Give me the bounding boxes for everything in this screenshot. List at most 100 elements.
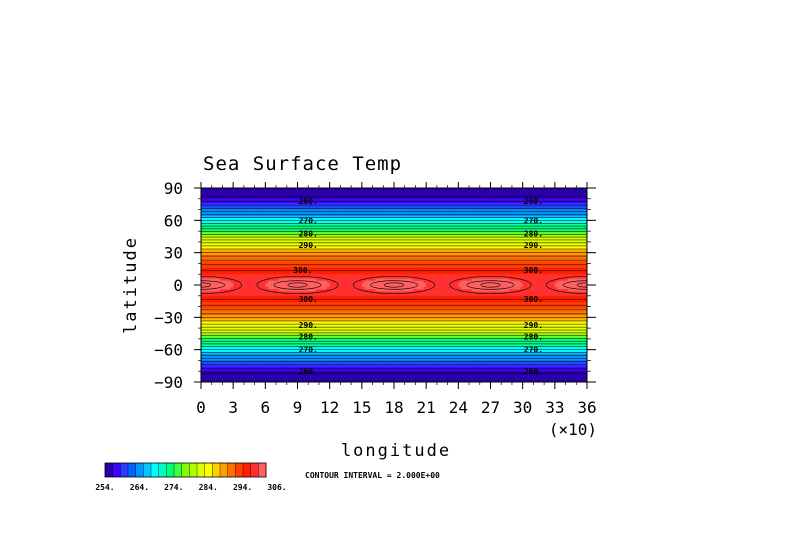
field-cell bbox=[246, 244, 250, 247]
field-cell bbox=[337, 226, 341, 230]
field-cell bbox=[450, 228, 454, 232]
field-cell bbox=[402, 213, 406, 217]
field-cell bbox=[498, 226, 502, 230]
field-cell bbox=[324, 190, 328, 193]
field-cell bbox=[222, 231, 226, 234]
field-cell bbox=[554, 244, 559, 247]
field-cell bbox=[230, 190, 234, 193]
field-cell bbox=[538, 241, 543, 245]
field-cell bbox=[262, 228, 266, 232]
field-cell bbox=[209, 239, 213, 243]
field-cell bbox=[359, 250, 363, 254]
field-cell bbox=[262, 209, 266, 213]
field-cell bbox=[284, 259, 288, 262]
field-cell bbox=[552, 213, 556, 217]
field-cell bbox=[546, 205, 551, 208]
field-cell bbox=[257, 241, 261, 245]
field-cell bbox=[396, 220, 400, 224]
field-cell bbox=[490, 235, 494, 239]
field-cell bbox=[444, 194, 449, 198]
field-cell bbox=[294, 211, 299, 215]
field-cell bbox=[209, 194, 213, 198]
field-cell bbox=[444, 248, 449, 252]
field-cell bbox=[241, 194, 245, 198]
field-cell bbox=[517, 209, 521, 213]
field-cell bbox=[511, 205, 516, 208]
field-cell bbox=[536, 246, 540, 249]
field-cell bbox=[345, 226, 350, 230]
field-cell bbox=[335, 218, 339, 221]
field-cell bbox=[300, 233, 304, 237]
field-cell bbox=[310, 205, 315, 208]
field-cell bbox=[284, 220, 288, 224]
field-cell bbox=[364, 241, 368, 245]
field-cell bbox=[442, 231, 446, 234]
field-cell bbox=[206, 259, 210, 262]
field-cell bbox=[249, 246, 253, 249]
field-cell bbox=[514, 198, 518, 202]
field-cell bbox=[308, 198, 312, 202]
field-cell bbox=[238, 233, 242, 237]
field-cell bbox=[227, 235, 232, 239]
field-cell bbox=[474, 211, 478, 215]
field-cell bbox=[329, 188, 333, 191]
field-cell bbox=[313, 226, 317, 230]
field-cell bbox=[396, 192, 400, 196]
field-cell bbox=[356, 211, 360, 215]
field-cell bbox=[431, 226, 435, 230]
field-cell bbox=[302, 259, 307, 262]
field-cell bbox=[375, 237, 379, 241]
field-cell bbox=[302, 233, 307, 237]
field-cell bbox=[367, 241, 371, 245]
field-cell bbox=[509, 218, 513, 221]
field-cell bbox=[375, 252, 379, 256]
field-cell bbox=[235, 190, 240, 193]
field-cell bbox=[447, 228, 451, 232]
field-cell bbox=[426, 252, 430, 256]
field-cell bbox=[461, 220, 465, 224]
field-cell bbox=[581, 216, 585, 219]
field-cell bbox=[514, 256, 518, 260]
field-cell bbox=[265, 244, 269, 247]
field-cell bbox=[450, 246, 454, 249]
field-cell bbox=[576, 228, 580, 232]
field-cell bbox=[302, 198, 307, 202]
field-cell bbox=[584, 198, 587, 202]
field-cell bbox=[249, 190, 253, 193]
field-cell bbox=[391, 205, 395, 208]
field-cell bbox=[367, 220, 371, 224]
field-cell bbox=[326, 203, 331, 206]
field-cell bbox=[578, 256, 583, 260]
field-cell bbox=[209, 261, 213, 265]
field-cell bbox=[206, 216, 210, 219]
field-cell bbox=[388, 190, 392, 193]
field-cell bbox=[351, 213, 355, 217]
field-cell bbox=[562, 231, 567, 234]
field-cell bbox=[201, 216, 205, 219]
field-cell bbox=[461, 250, 465, 254]
field-cell bbox=[313, 231, 317, 234]
field-cell bbox=[461, 228, 465, 232]
field-cell bbox=[259, 248, 264, 252]
field-cell bbox=[490, 248, 494, 252]
field-cell bbox=[300, 209, 304, 213]
field-cell bbox=[385, 213, 390, 217]
field-cell bbox=[286, 244, 291, 247]
field-cell bbox=[581, 220, 585, 224]
field-cell bbox=[420, 235, 425, 239]
field-cell bbox=[201, 196, 205, 200]
field-cell bbox=[477, 231, 481, 234]
field-cell bbox=[276, 252, 280, 256]
field-cell bbox=[511, 190, 516, 193]
field-cell bbox=[297, 188, 301, 191]
field-cell bbox=[217, 194, 221, 198]
field-cell bbox=[474, 226, 478, 230]
field-cell bbox=[238, 231, 242, 234]
field-cell bbox=[428, 192, 433, 196]
field-cell bbox=[412, 226, 417, 230]
field-cell bbox=[519, 194, 524, 198]
field-cell bbox=[506, 252, 510, 256]
field-cell bbox=[383, 252, 387, 256]
field-cell bbox=[313, 233, 317, 237]
